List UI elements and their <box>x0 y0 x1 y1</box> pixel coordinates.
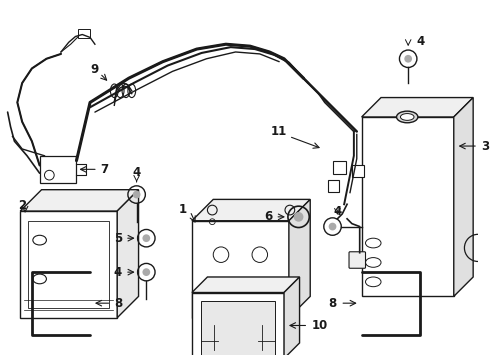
Text: 5: 5 <box>114 232 122 245</box>
FancyBboxPatch shape <box>328 180 339 192</box>
Text: 9: 9 <box>90 63 98 76</box>
Text: 4: 4 <box>132 166 141 179</box>
FancyBboxPatch shape <box>200 301 275 359</box>
Polygon shape <box>362 98 473 117</box>
Circle shape <box>404 55 412 63</box>
Polygon shape <box>117 190 139 318</box>
Text: 4: 4 <box>416 35 424 48</box>
Polygon shape <box>284 277 299 359</box>
FancyBboxPatch shape <box>352 166 364 177</box>
Text: 6: 6 <box>264 210 272 223</box>
FancyBboxPatch shape <box>362 117 454 296</box>
FancyBboxPatch shape <box>20 211 117 318</box>
FancyBboxPatch shape <box>333 161 346 174</box>
Polygon shape <box>192 199 310 221</box>
Text: 10: 10 <box>311 319 327 332</box>
Text: 11: 11 <box>271 125 287 138</box>
Polygon shape <box>454 98 473 296</box>
Circle shape <box>294 212 303 222</box>
Polygon shape <box>20 190 139 211</box>
Circle shape <box>143 234 150 242</box>
Text: 2: 2 <box>18 199 26 212</box>
Text: 4: 4 <box>114 266 122 279</box>
Circle shape <box>143 268 150 276</box>
Circle shape <box>329 223 337 230</box>
Ellipse shape <box>33 235 47 245</box>
Text: 1: 1 <box>179 203 187 216</box>
Ellipse shape <box>400 113 414 120</box>
FancyBboxPatch shape <box>78 29 90 39</box>
Ellipse shape <box>33 274 47 284</box>
FancyBboxPatch shape <box>192 293 284 359</box>
FancyBboxPatch shape <box>349 252 366 268</box>
FancyBboxPatch shape <box>192 221 289 318</box>
Text: 3: 3 <box>481 140 489 153</box>
Text: 8: 8 <box>114 297 122 310</box>
Text: 4: 4 <box>333 205 342 218</box>
Text: 7: 7 <box>101 163 109 176</box>
Ellipse shape <box>366 238 381 248</box>
Text: 8: 8 <box>328 297 337 310</box>
Polygon shape <box>289 199 310 318</box>
FancyBboxPatch shape <box>40 156 76 183</box>
Ellipse shape <box>366 258 381 267</box>
Ellipse shape <box>366 277 381 287</box>
Polygon shape <box>192 277 299 293</box>
Circle shape <box>133 191 141 198</box>
Ellipse shape <box>396 111 418 123</box>
